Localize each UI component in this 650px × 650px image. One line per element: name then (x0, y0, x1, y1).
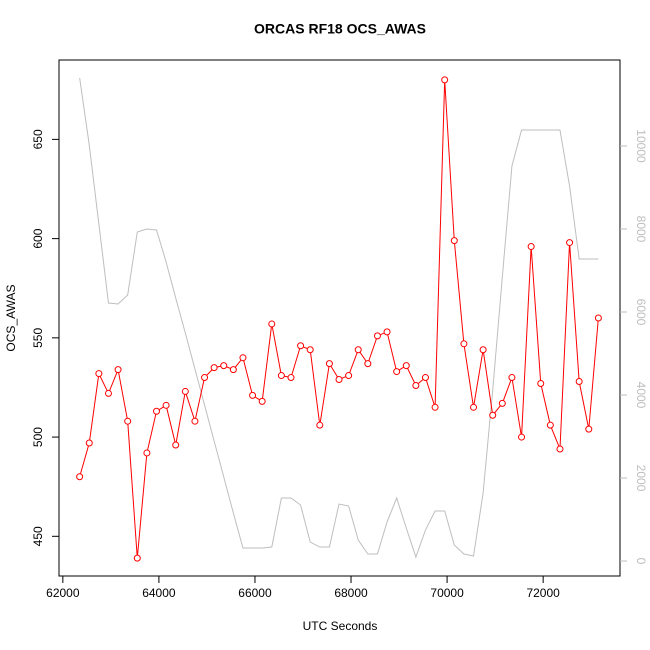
data-point (124, 417, 132, 425)
data-point (316, 421, 324, 429)
data-point (527, 243, 535, 251)
y2-tick-label: 8000 (634, 216, 648, 243)
data-point (201, 374, 209, 382)
data-point (518, 433, 526, 441)
data-point (460, 340, 468, 348)
data-point (287, 374, 295, 382)
data-point (143, 449, 151, 457)
data-point (114, 366, 122, 374)
data-line (79, 79, 599, 559)
data-point (297, 342, 305, 350)
y2-tick-label: 4000 (634, 382, 648, 409)
chart-title: ORCAS RF18 OCS_AWAS (254, 21, 426, 37)
plot-frame (58, 59, 621, 577)
data-point (229, 366, 237, 374)
data-point (104, 389, 112, 397)
data-point (325, 360, 333, 368)
data-point (450, 237, 458, 245)
y2-tick-label: 0 (634, 558, 648, 565)
data-point (335, 376, 343, 384)
data-point (393, 368, 401, 376)
data-point (479, 346, 487, 354)
data-point (575, 378, 583, 386)
data-point (220, 362, 228, 370)
data-point (85, 439, 93, 447)
data-point (354, 346, 362, 354)
data-point (431, 403, 439, 411)
data-point (249, 391, 257, 399)
y2-tick-label: 10000 (634, 129, 648, 163)
data-point (556, 445, 564, 453)
data-point (383, 328, 391, 336)
y2-tick-label: 2000 (634, 465, 648, 492)
data-point (364, 360, 372, 368)
data-point (498, 399, 506, 407)
y-tick-label: 650 (31, 129, 45, 149)
data-point (162, 401, 170, 409)
data-point (489, 411, 497, 419)
x-tick-label: 64000 (142, 586, 176, 600)
data-point (172, 441, 180, 449)
data-point (277, 372, 285, 380)
data-point (210, 364, 218, 372)
y2-tick-label: 6000 (634, 299, 648, 326)
data-point (585, 425, 593, 433)
data-point (508, 374, 516, 382)
data-point (412, 381, 420, 389)
y-axis-label: OCS_AWAS (4, 284, 18, 351)
y-tick-label: 450 (31, 526, 45, 546)
data-point (373, 332, 381, 340)
data-point (258, 397, 266, 405)
y-tick-label: 600 (31, 228, 45, 248)
x-axis-label: UTC Seconds (303, 619, 378, 633)
data-point (537, 379, 545, 387)
data-point (239, 354, 247, 362)
data-point (470, 403, 478, 411)
y-tick-label: 550 (31, 328, 45, 348)
x-tick-label: 70000 (430, 586, 464, 600)
x-tick-label: 72000 (526, 586, 560, 600)
data-point (76, 473, 84, 481)
data-point (153, 407, 161, 415)
data-line (79, 77, 599, 559)
data-point (95, 370, 103, 378)
data-point (566, 239, 574, 247)
data-point (441, 76, 449, 84)
data-point (191, 417, 199, 425)
x-tick-label: 68000 (334, 586, 368, 600)
y-tick-label: 500 (31, 427, 45, 447)
data-point (345, 372, 353, 380)
data-point (133, 554, 141, 562)
data-point (181, 387, 189, 395)
x-tick-label: 62000 (46, 586, 80, 600)
data-point (306, 346, 314, 354)
x-tick-label: 66000 (238, 586, 272, 600)
data-point (402, 362, 410, 370)
data-point (421, 374, 429, 382)
data-point (594, 314, 602, 322)
data-point (546, 421, 554, 429)
data-point (268, 320, 276, 328)
